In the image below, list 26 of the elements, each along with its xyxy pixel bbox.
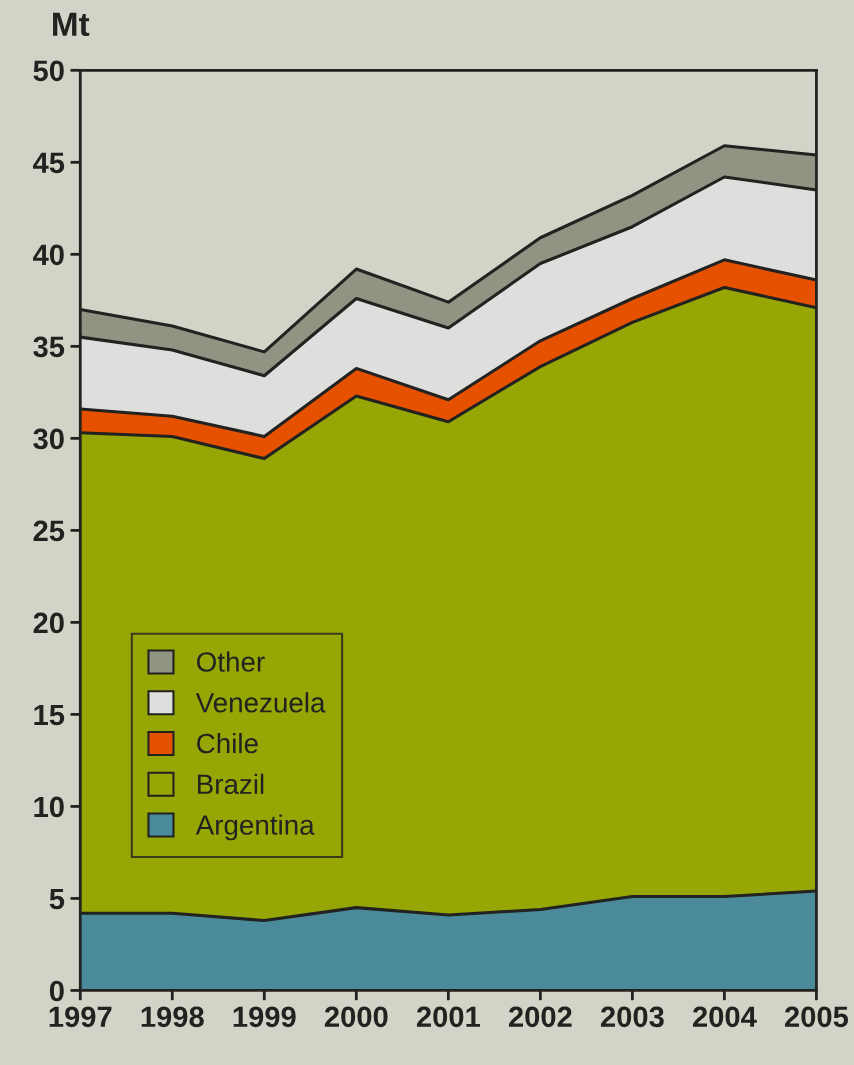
y-tick-label: 50 bbox=[33, 60, 64, 82]
legend-label: Venezuela bbox=[195, 692, 326, 713]
y-tick-label: 5 bbox=[49, 888, 65, 910]
y-tick-label: 35 bbox=[33, 336, 65, 358]
y-tick-label: 45 bbox=[33, 152, 65, 174]
legend-label: Chile bbox=[197, 732, 258, 754]
x-tick-label: 2004 bbox=[692, 1006, 757, 1028]
y-tick-label: 20 bbox=[33, 612, 64, 634]
y-tick-label: 25 bbox=[33, 520, 65, 542]
legend-label: Argentina bbox=[195, 814, 315, 841]
x-tick-label: 1999 bbox=[233, 1006, 296, 1028]
y-tick-label: 15 bbox=[34, 704, 65, 726]
legend-label: Other bbox=[197, 651, 265, 672]
legend-label: Brazil bbox=[197, 773, 264, 795]
y-tick-label: 30 bbox=[33, 428, 64, 450]
x-tick-label: 2001 bbox=[416, 1006, 480, 1028]
x-tick-label: 2003 bbox=[600, 1006, 664, 1028]
y-tick-label: 40 bbox=[33, 244, 64, 266]
x-tick-label: 1997 bbox=[49, 1006, 112, 1028]
x-tick-label: 2005 bbox=[785, 1006, 849, 1028]
x-tick-label: 1998 bbox=[141, 1006, 204, 1028]
x-tick-label: 2000 bbox=[324, 1006, 388, 1028]
y-axis-title: Mt bbox=[53, 12, 90, 37]
y-tick-label: 0 bbox=[49, 980, 64, 1002]
y-tick-label: 10 bbox=[34, 796, 64, 818]
x-tick-label: 2002 bbox=[508, 1006, 572, 1028]
